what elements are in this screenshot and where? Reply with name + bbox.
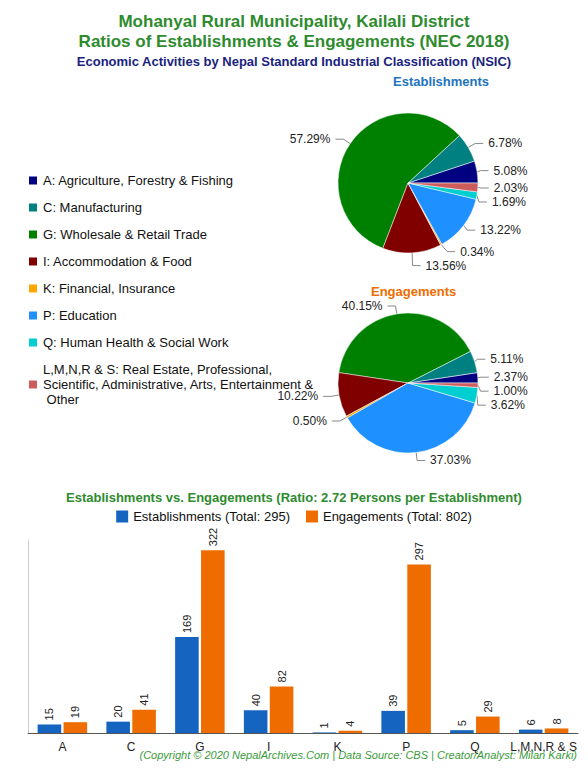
svg-text:Engagements: Engagements — [371, 284, 456, 299]
svg-text:57.29%: 57.29% — [290, 132, 331, 146]
svg-text:1.00%: 1.00% — [494, 384, 528, 398]
svg-text:Ratios of Establishments & Eng: Ratios of Establishments & Engagements (… — [79, 32, 510, 51]
svg-text:2.37%: 2.37% — [494, 370, 528, 384]
svg-text:1: 1 — [318, 722, 330, 728]
svg-text:Economic Activities by Nepal S: Economic Activities by Nepal Standard In… — [77, 54, 511, 69]
svg-text:L,M,N,R & S: L,M,N,R & S — [510, 740, 577, 754]
svg-text:A: A — [58, 740, 66, 754]
svg-text:Engagements (Total: 802): Engagements (Total: 802) — [323, 509, 472, 524]
svg-text:5.08%: 5.08% — [493, 164, 527, 178]
svg-text:G: Wholesale & Retail Trade: G: Wholesale & Retail Trade — [43, 227, 207, 242]
svg-text:Establishments vs. Engagements: Establishments vs. Engagements (Ratio: 2… — [66, 490, 522, 505]
svg-text:13.22%: 13.22% — [480, 223, 521, 237]
svg-text:K: K — [333, 740, 342, 754]
svg-text:39: 39 — [387, 695, 399, 707]
svg-text:29: 29 — [482, 700, 494, 712]
svg-text:1.69%: 1.69% — [492, 195, 526, 209]
svg-text:19: 19 — [69, 706, 81, 718]
svg-text:40.15%: 40.15% — [342, 299, 383, 313]
svg-text:169: 169 — [181, 615, 193, 633]
svg-text:6.78%: 6.78% — [488, 136, 522, 150]
svg-text:8: 8 — [551, 718, 563, 724]
svg-text:(Copyright © 2020 NepalArchive: (Copyright © 2020 NepalArchives.Com | Da… — [140, 749, 578, 761]
svg-text:L,M,N,R & S: Real Estate, Prof: L,M,N,R & S: Real Estate, Professional, — [43, 362, 276, 377]
svg-text:82: 82 — [276, 670, 288, 682]
svg-text:40: 40 — [250, 694, 262, 706]
svg-text:0.50%: 0.50% — [293, 414, 327, 428]
svg-text:I: I — [267, 740, 271, 754]
svg-text:Establishments: Establishments — [393, 74, 489, 89]
svg-text:3.62%: 3.62% — [491, 398, 525, 412]
svg-text:P: P — [402, 740, 411, 754]
svg-text:C: Manufacturing: C: Manufacturing — [43, 200, 142, 215]
svg-text:Scientific, Administrative, Ar: Scientific, Administrative, Arts, Entert… — [43, 377, 314, 392]
svg-text:37.03%: 37.03% — [430, 453, 471, 467]
svg-text:10.22%: 10.22% — [277, 389, 319, 404]
svg-text:Other: Other — [43, 392, 80, 407]
svg-text:C: C — [127, 740, 136, 754]
svg-text:2.03%: 2.03% — [494, 181, 528, 195]
svg-text:K: Financial, Insurance: K: Financial, Insurance — [43, 281, 175, 296]
svg-text:5.11%: 5.11% — [490, 352, 523, 366]
svg-text:322: 322 — [207, 528, 219, 546]
svg-text:Mohanyal Rural Municipality, K: Mohanyal Rural Municipality, Kailali Dis… — [118, 12, 469, 31]
svg-text:15: 15 — [43, 708, 55, 720]
svg-text:G: G — [195, 740, 205, 754]
svg-text:41: 41 — [138, 693, 150, 705]
svg-text:5: 5 — [456, 720, 468, 726]
svg-text:P: Education: P: Education — [43, 308, 117, 323]
svg-text:I: Accommodation & Food: I: Accommodation & Food — [43, 254, 192, 269]
svg-text:Q: Human Health & Social Work: Q: Human Health & Social Work — [43, 335, 229, 350]
svg-text:20: 20 — [112, 705, 124, 717]
svg-text:13.56%: 13.56% — [426, 259, 467, 273]
svg-text:Establishments (Total: 295): Establishments (Total: 295) — [133, 509, 290, 524]
svg-text:4: 4 — [344, 721, 356, 727]
svg-text:297: 297 — [413, 542, 425, 560]
svg-text:A: Agriculture, Forestry & Fis: A: Agriculture, Forestry & Fishing — [43, 173, 233, 188]
svg-text:6: 6 — [525, 719, 537, 725]
svg-text:0.34%: 0.34% — [460, 245, 494, 259]
svg-text:Q: Q — [470, 740, 480, 754]
